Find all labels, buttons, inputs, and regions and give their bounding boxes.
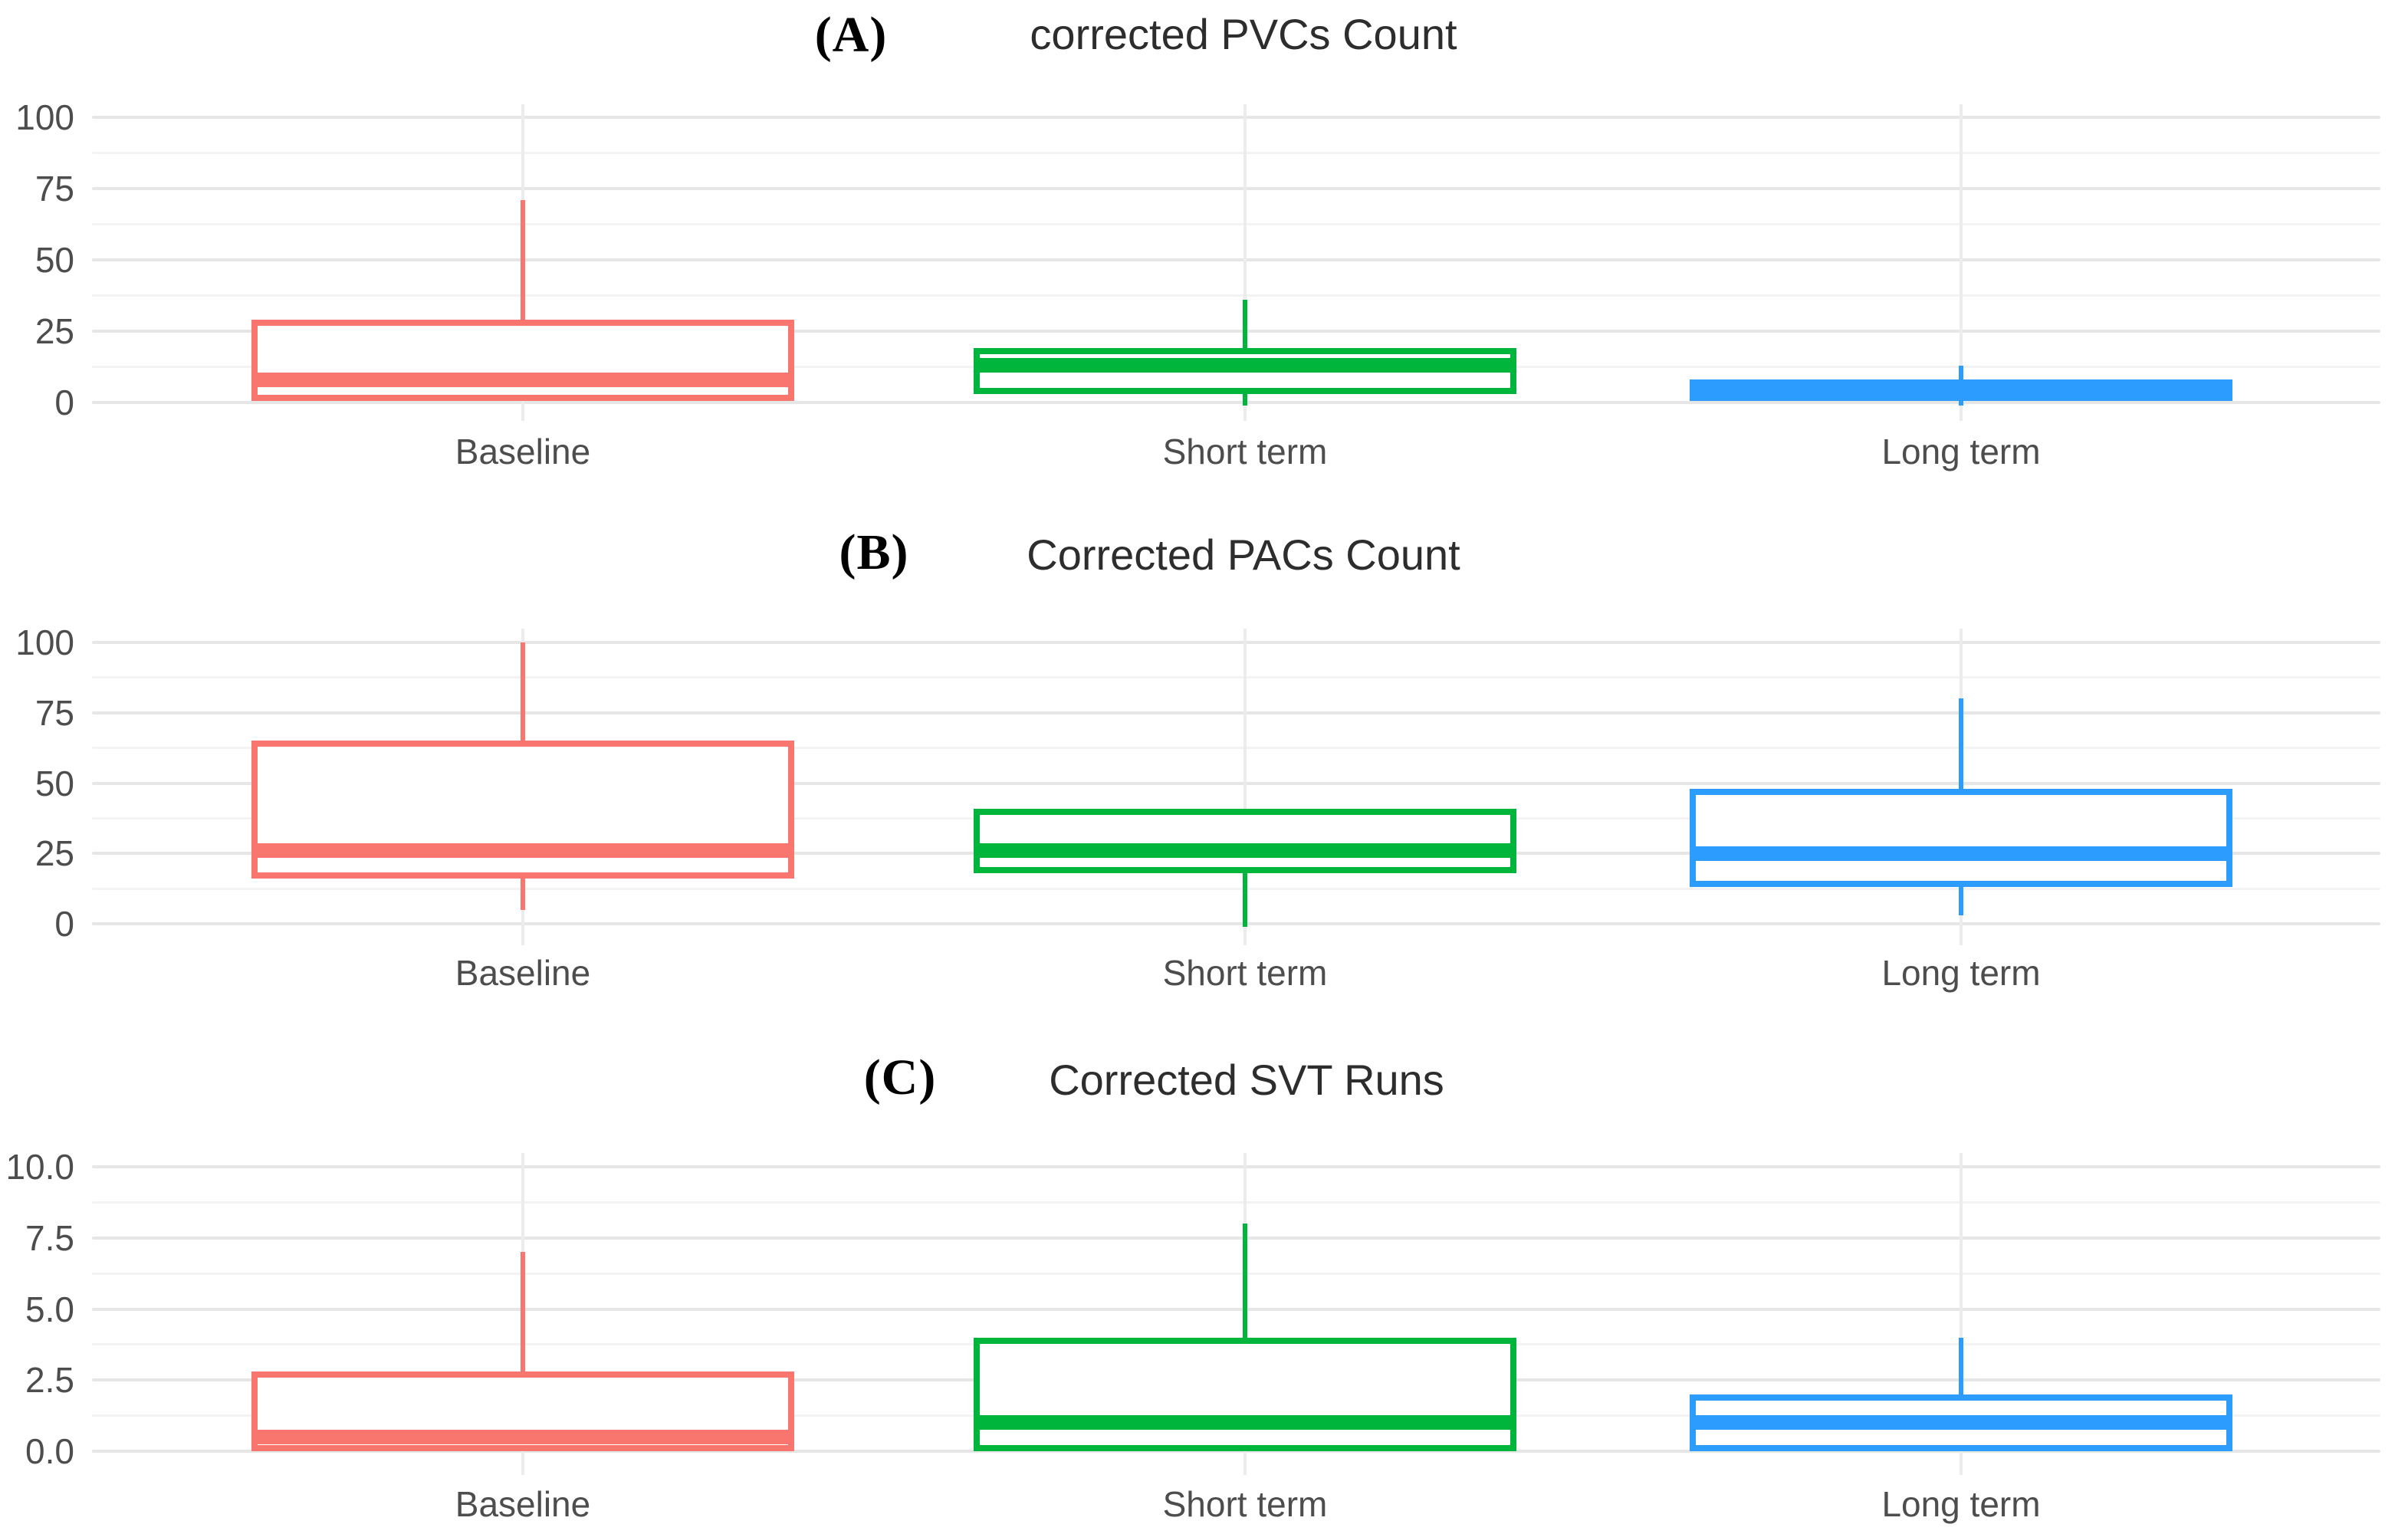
- panel-a-title-row: (A) corrected PVCs Count: [0, 2, 2408, 71]
- gridline-major: [92, 1236, 2380, 1240]
- boxplot-upper-whisker: [1243, 1224, 1247, 1339]
- gridline-minor: [92, 676, 2380, 679]
- boxplot-box: [1690, 788, 2232, 888]
- gridline-minor: [92, 887, 2380, 890]
- x-axis-category-label: Short term: [1162, 432, 1328, 471]
- x-axis-category-label: Baseline: [455, 432, 591, 471]
- panel-a-letter: (A): [814, 7, 888, 63]
- y-axis-tick-label: 0: [54, 383, 74, 422]
- gridline-major: [92, 641, 2380, 644]
- boxplot-lower-whisker: [521, 877, 525, 910]
- x-axis-category-label: Baseline: [455, 1484, 591, 1524]
- boxplot-median-line: [258, 1429, 788, 1444]
- x-axis-category-label: Long term: [1881, 953, 2041, 993]
- boxplot-box: [251, 320, 794, 402]
- y-axis-tick-label: 25: [34, 311, 74, 351]
- y-axis-tick-label: 50: [34, 763, 74, 803]
- y-axis-tick-label: 10.0: [5, 1147, 74, 1187]
- boxplot-median-line: [1696, 846, 2226, 861]
- panel-b-title: Corrected PACs Count: [1027, 530, 1460, 579]
- gridline-major: [92, 781, 2380, 785]
- boxplot-box: [974, 808, 1516, 873]
- boxplot-lower-whisker: [1243, 871, 1247, 927]
- boxplot-upper-whisker: [1959, 698, 1963, 790]
- gridline-major: [92, 1307, 2380, 1311]
- x-axis-category-label: Short term: [1162, 953, 1328, 993]
- gridline-vertical: [1243, 104, 1247, 421]
- y-axis-tick-label: 25: [34, 833, 74, 874]
- boxplot-upper-whisker: [521, 1252, 525, 1374]
- gridline-major: [92, 1165, 2380, 1168]
- gridline-major: [92, 330, 2380, 333]
- boxplot-lower-whisker: [1243, 392, 1247, 406]
- panel-c-letter: (C): [863, 1049, 937, 1105]
- gridline-minor: [92, 223, 2380, 225]
- y-axis-tick-label: 0: [54, 904, 74, 944]
- panel-b-letter: (B): [839, 524, 909, 580]
- boxplot-upper-whisker: [1243, 300, 1247, 350]
- gridline-minor: [92, 747, 2380, 750]
- x-axis-category-label: Long term: [1881, 432, 2041, 471]
- gridline-vertical: [1243, 629, 1247, 945]
- gridline-major: [92, 1450, 2380, 1453]
- gridline-minor: [92, 1201, 2380, 1204]
- gridline-vertical: [1960, 104, 1963, 421]
- boxplot-median-line: [258, 843, 788, 859]
- gridline-vertical: [1960, 1153, 1963, 1475]
- y-axis-tick-label: 100: [15, 97, 74, 137]
- gridline-minor: [92, 1272, 2380, 1275]
- boxplot-lower-whisker: [1959, 885, 1963, 915]
- y-axis-tick-label: 75: [34, 169, 74, 209]
- x-axis-category-label: Long term: [1881, 1484, 2041, 1524]
- y-axis-tick-label: 2.5: [25, 1360, 74, 1401]
- x-axis-category-label: Baseline: [455, 953, 591, 993]
- gridline-major: [92, 922, 2380, 925]
- boxplot-median-line: [980, 1415, 1510, 1431]
- panel-a-title: corrected PVCs Count: [1030, 10, 1457, 58]
- boxplot-lower-whisker: [1959, 399, 1963, 406]
- y-axis-tick-label: 0.0: [25, 1431, 74, 1471]
- y-axis-tick-label: 75: [34, 692, 74, 733]
- x-axis-category-label: Short term: [1162, 1484, 1328, 1524]
- y-axis-tick-label: 5.0: [25, 1289, 74, 1329]
- y-axis-tick-label: 100: [15, 622, 74, 662]
- gridline-major: [92, 401, 2380, 404]
- gridline-major: [92, 116, 2380, 119]
- panel-b-title-row: (B) Corrected PACs Count: [0, 524, 2408, 593]
- panel-c-title-row: (C) Corrected SVT Runs: [0, 1049, 2408, 1118]
- gridline-major: [92, 187, 2380, 190]
- y-axis-tick-label: 50: [34, 240, 74, 280]
- boxplot-median-line: [258, 372, 788, 387]
- boxplot-upper-whisker: [1959, 365, 1963, 382]
- boxplot-median-line: [1696, 386, 2226, 396]
- boxplot-median-line: [980, 843, 1510, 859]
- boxplot-upper-whisker: [521, 642, 525, 743]
- boxplot-median-line: [1696, 1415, 2226, 1431]
- boxplot-box: [974, 1337, 1516, 1451]
- y-axis-tick-label: 7.5: [25, 1217, 74, 1258]
- gridline-major: [92, 711, 2380, 714]
- gridline-major: [92, 258, 2380, 261]
- boxplot-median-line: [980, 358, 1510, 373]
- boxplot-upper-whisker: [1959, 1337, 1963, 1396]
- boxplot-upper-whisker: [521, 199, 525, 322]
- panel-c-title: Corrected SVT Runs: [1049, 1056, 1444, 1104]
- gridline-minor: [92, 294, 2380, 297]
- gridline-minor: [92, 152, 2380, 154]
